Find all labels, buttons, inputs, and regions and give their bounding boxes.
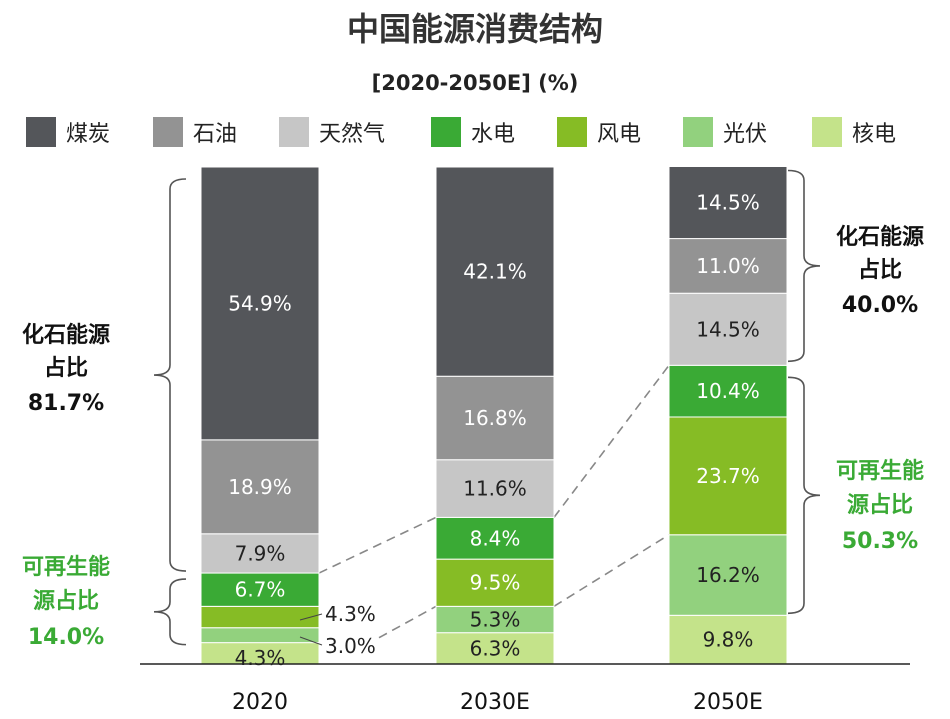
annotation-fossil-2050: 化石能源 占比 40.0%	[836, 224, 924, 318]
bar-2050E-风电	[668, 416, 788, 536]
legend: 煤炭 石油 天然气 水电 风电 光伏 核电	[26, 117, 896, 147]
legend-label-3: 天然气	[319, 122, 385, 147]
annotation-renew-2050-line2: 源占比	[847, 493, 913, 518]
connector-renew-2030-2050	[553, 364, 670, 518]
annotation-fossil-2050-line2: 占比	[858, 258, 902, 283]
braces	[153, 169, 821, 646]
bar-2050E-石油	[668, 238, 788, 294]
data-label-2020-天然气: 7.9%	[235, 541, 286, 565]
data-label-2030E-核电: 6.3%	[470, 636, 521, 660]
bar-2020-光伏	[200, 627, 320, 644]
data-label-2020-核电: 4.3%	[235, 646, 286, 670]
data-label-2030E-石油: 16.8%	[463, 406, 527, 430]
annotation-renew-2050-line1: 可再生能	[836, 458, 924, 484]
data-label-2030E-风电: 9.5%	[470, 571, 521, 595]
data-label-2050E-煤炭: 14.5%	[696, 191, 760, 215]
annotation-renew-2050-value: 50.3%	[842, 529, 918, 554]
annotation-renew-2020-line2: 源占比	[33, 589, 99, 614]
bar-2020-天然气	[200, 533, 320, 574]
data-label-2030E-煤炭: 42.1%	[463, 260, 527, 284]
data-label-2030E-天然气: 11.6%	[463, 477, 527, 501]
brace-fossil-2050	[787, 169, 821, 363]
bar-2030E-光伏	[435, 605, 555, 634]
bar-2050E-水电	[668, 364, 788, 418]
annotation-renew-2020: 可再生能 源占比 14.0%	[22, 554, 110, 650]
legend-swatch-3	[279, 117, 309, 147]
annotation-fossil-2050-value: 40.0%	[842, 293, 918, 318]
x-tick-2020: 2020	[232, 690, 288, 715]
bar-2050E-天然气	[668, 292, 788, 366]
bar-2030E-水电	[435, 516, 555, 560]
data-label-2050E-水电: 10.4%	[696, 379, 760, 403]
data-label-2020-水电: 6.7%	[235, 578, 286, 602]
annotation-fossil-2020-line2: 占比	[44, 356, 88, 381]
legend-label-2: 石油	[193, 122, 237, 147]
annotation-renew-2020-value: 14.0%	[28, 625, 104, 650]
data-label-2020-风电: 4.3%	[325, 602, 376, 626]
brace-renew-2050	[787, 376, 821, 615]
bar-2030E-核电	[435, 632, 555, 665]
connector-renew-2020-2030	[318, 516, 437, 574]
data-label-2020-石油: 18.9%	[228, 475, 292, 499]
bar-2050E-光伏	[668, 534, 788, 616]
bar-2050E-煤炭	[668, 166, 788, 240]
bar-2030E-煤炭	[435, 166, 555, 377]
annotation-fossil-2020: 化石能源 占比 81.7%	[22, 322, 110, 416]
brace-fossil-2020	[153, 178, 187, 572]
legend-label-7: 核电	[852, 122, 896, 147]
connector-solar-2020-2030	[378, 605, 437, 639]
bar-2020-煤炭	[200, 166, 320, 441]
legend-label-4: 水电	[471, 122, 515, 147]
data-label-2020-光伏: 3.0%	[325, 634, 376, 658]
bar-2050E-核电	[668, 614, 788, 665]
data-label-2050E-风电: 23.7%	[696, 464, 760, 488]
legend-swatch-5	[557, 117, 587, 147]
bar-2030E-风电	[435, 558, 555, 607]
annotation-fossil-2020-line1: 化石能源	[22, 322, 110, 348]
leader-line-wind-2020	[299, 613, 323, 621]
chart-subtitle: [2020-2050E] (%)	[372, 71, 579, 95]
bar-2020-石油	[200, 439, 320, 535]
legend-swatch-4	[431, 117, 461, 147]
annotation-renew-2020-line1: 可再生能	[22, 554, 110, 580]
data-label-2050E-核电: 9.8%	[703, 628, 754, 652]
bars: 54.9% 18.9% 7.9% 6.7% 4.3% 3.0% 4.3% 42.1% 16.8%…	[200, 166, 788, 670]
legend-swatch-7	[812, 117, 842, 147]
annotation-renew-2050: 可再生能 源占比 50.3%	[836, 458, 924, 554]
bar-2030E-石油	[435, 375, 555, 461]
annotation-fossil-2050-line1: 化石能源	[836, 224, 924, 250]
data-label-2050E-光伏: 16.2%	[696, 563, 760, 587]
legend-swatch-2	[153, 117, 183, 147]
data-label-2030E-水电: 8.4%	[470, 526, 521, 550]
chart-title: 中国能源消费结构	[347, 10, 603, 48]
legend-swatch-6	[683, 117, 713, 147]
data-label-2020-煤炭: 54.9%	[228, 291, 292, 315]
leader-line-solar-2020	[299, 636, 323, 646]
legend-label-1: 煤炭	[66, 122, 110, 147]
x-axis-ticks: 2020 2030E 2050E	[232, 690, 763, 715]
x-tick-2030E: 2030E	[460, 690, 530, 715]
connector-lines	[318, 364, 670, 639]
legend-label-6: 光伏	[723, 122, 767, 147]
data-label-2050E-石油: 11.0%	[696, 254, 760, 278]
connector-solar-2030-2050	[553, 534, 670, 608]
data-label-2030E-光伏: 5.3%	[470, 608, 521, 632]
legend-label-5: 风电	[597, 122, 641, 147]
x-tick-2050E: 2050E	[693, 690, 763, 715]
data-label-2050E-天然气: 14.5%	[696, 317, 760, 341]
brace-renew-2020	[153, 578, 187, 646]
annotation-fossil-2020-value: 81.7%	[28, 391, 104, 416]
legend-swatch-1	[26, 117, 56, 147]
bar-2020-风电	[200, 605, 320, 629]
